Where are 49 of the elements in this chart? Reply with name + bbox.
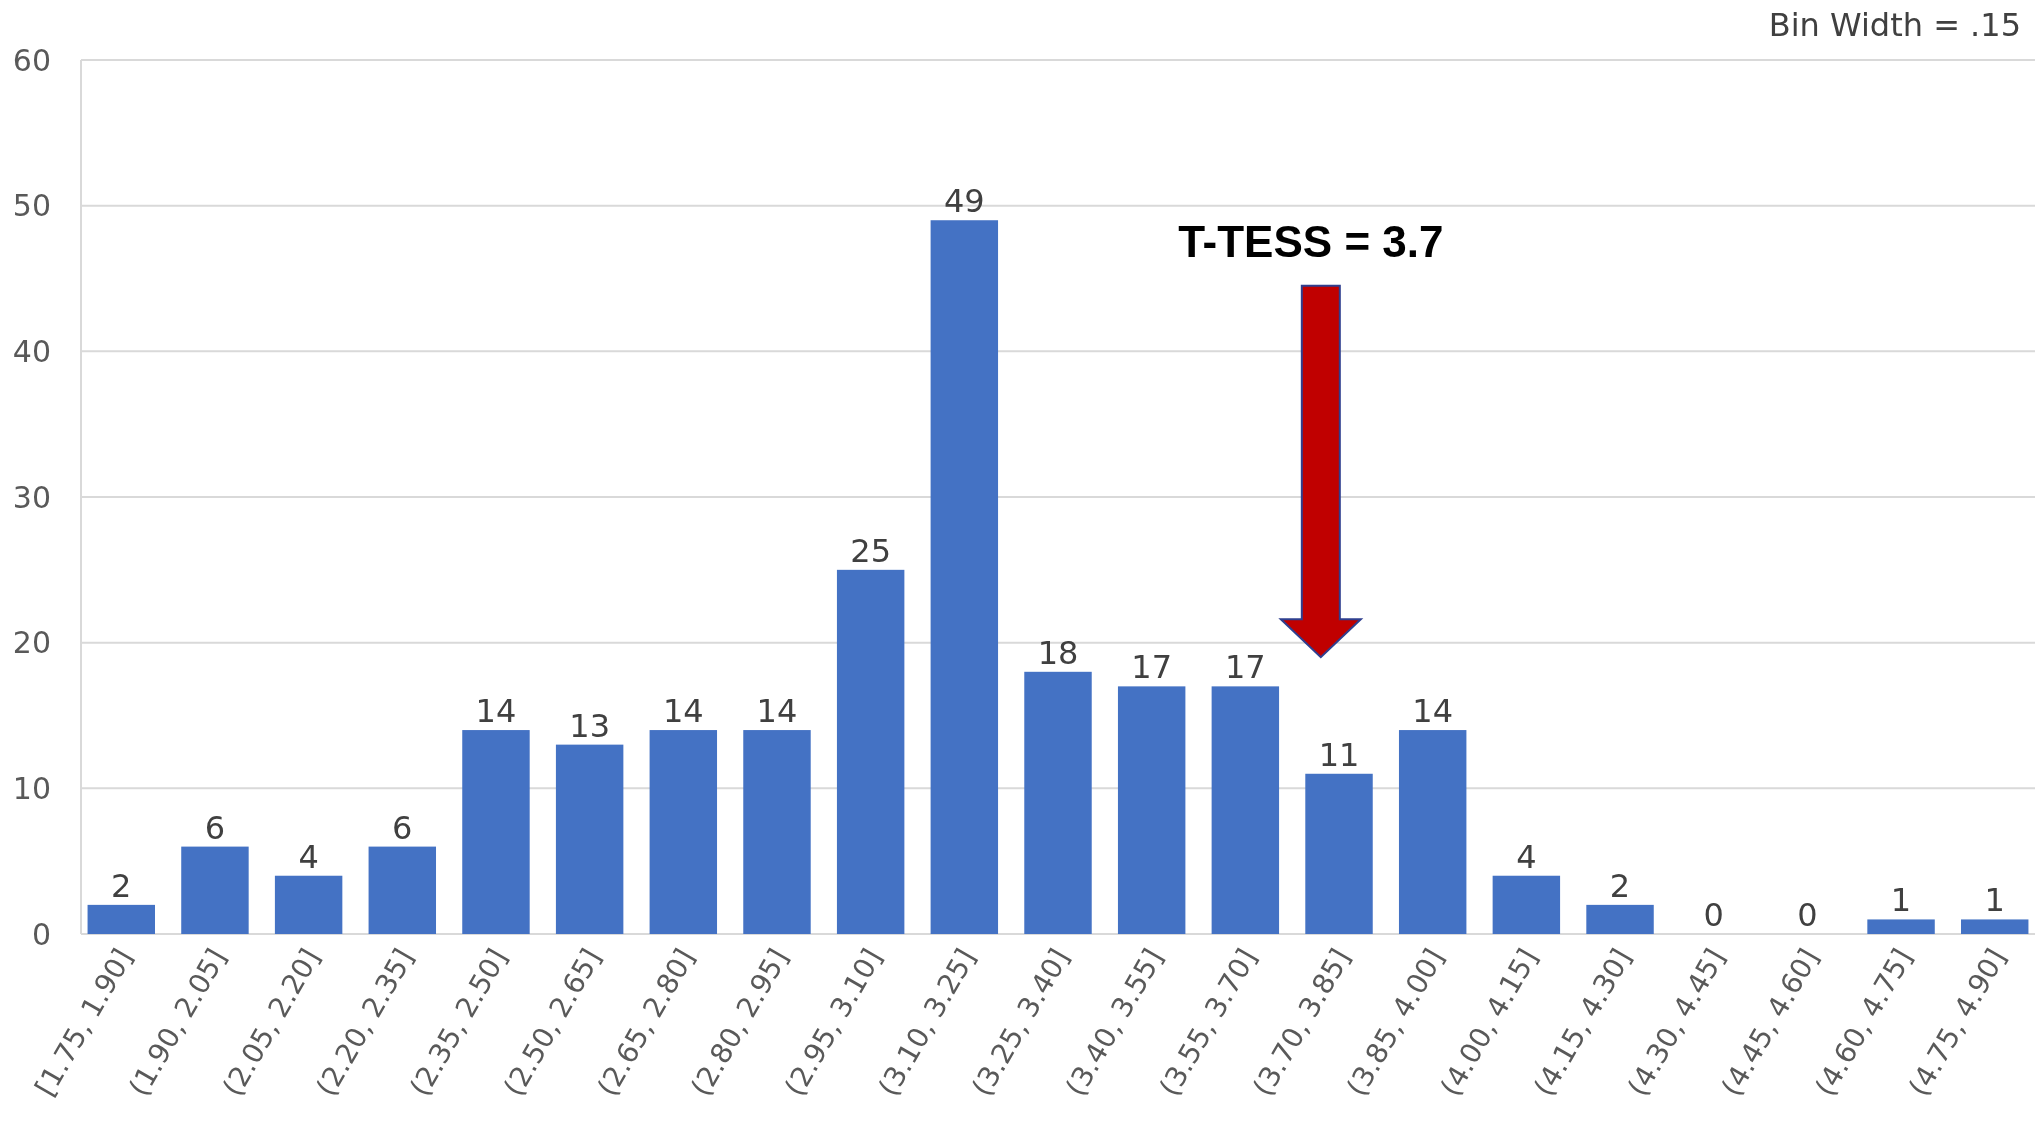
- bar: [1117, 686, 1186, 934]
- data-label: 1: [1984, 881, 2005, 920]
- bar: [368, 846, 437, 934]
- bar: [1305, 773, 1373, 934]
- data-label: 13: [569, 706, 610, 745]
- y-tick-label: 50: [12, 188, 51, 224]
- data-label: 0: [1703, 896, 1724, 934]
- text: Bin Width = .15: [1768, 6, 2021, 44]
- data-label: 25: [850, 531, 892, 570]
- bar: [649, 730, 718, 934]
- data-label: 14: [662, 692, 704, 731]
- data-label: 6: [204, 808, 226, 847]
- data-label: 14: [1412, 692, 1454, 731]
- bar: [555, 744, 624, 934]
- data-label: 6: [392, 808, 413, 847]
- bar: [1398, 730, 1467, 934]
- bar: [274, 875, 343, 934]
- data-label: 0: [1797, 896, 1818, 934]
- bar: [87, 904, 155, 934]
- y-tick-label: 20: [12, 625, 51, 661]
- data-label: 11: [1318, 735, 1360, 774]
- data-label: 18: [1037, 633, 1079, 672]
- data-label: 17: [1131, 648, 1173, 687]
- bar: [181, 846, 249, 934]
- bar: [1024, 671, 1092, 934]
- data-label: 1: [1890, 881, 1912, 920]
- data-label: 49: [943, 182, 985, 221]
- data-label: 4: [1516, 837, 1537, 876]
- bar: [930, 220, 999, 934]
- data-label: 2: [1609, 866, 1631, 905]
- data-label: 2: [111, 866, 132, 905]
- data-label: 17: [1224, 648, 1266, 687]
- bar: [1586, 904, 1654, 934]
- y-tick-label: 30: [12, 479, 51, 515]
- bar: [1867, 919, 1935, 934]
- annotation: T-TESS = 3.7: [1178, 216, 1444, 266]
- bar: [743, 730, 811, 934]
- data-label: 4: [298, 837, 319, 876]
- bar: [1961, 919, 2029, 934]
- data-label: 14: [475, 692, 517, 731]
- bar: [462, 730, 530, 934]
- y-tick-label: 40: [12, 333, 51, 369]
- y-tick-label: 0: [31, 916, 51, 952]
- y-tick-label: 60: [12, 42, 51, 78]
- data-label: 14: [756, 692, 798, 731]
- bar: [836, 569, 905, 934]
- bar: [1211, 686, 1280, 934]
- y-tick-label: 10: [12, 770, 51, 806]
- bar: [1492, 875, 1561, 934]
